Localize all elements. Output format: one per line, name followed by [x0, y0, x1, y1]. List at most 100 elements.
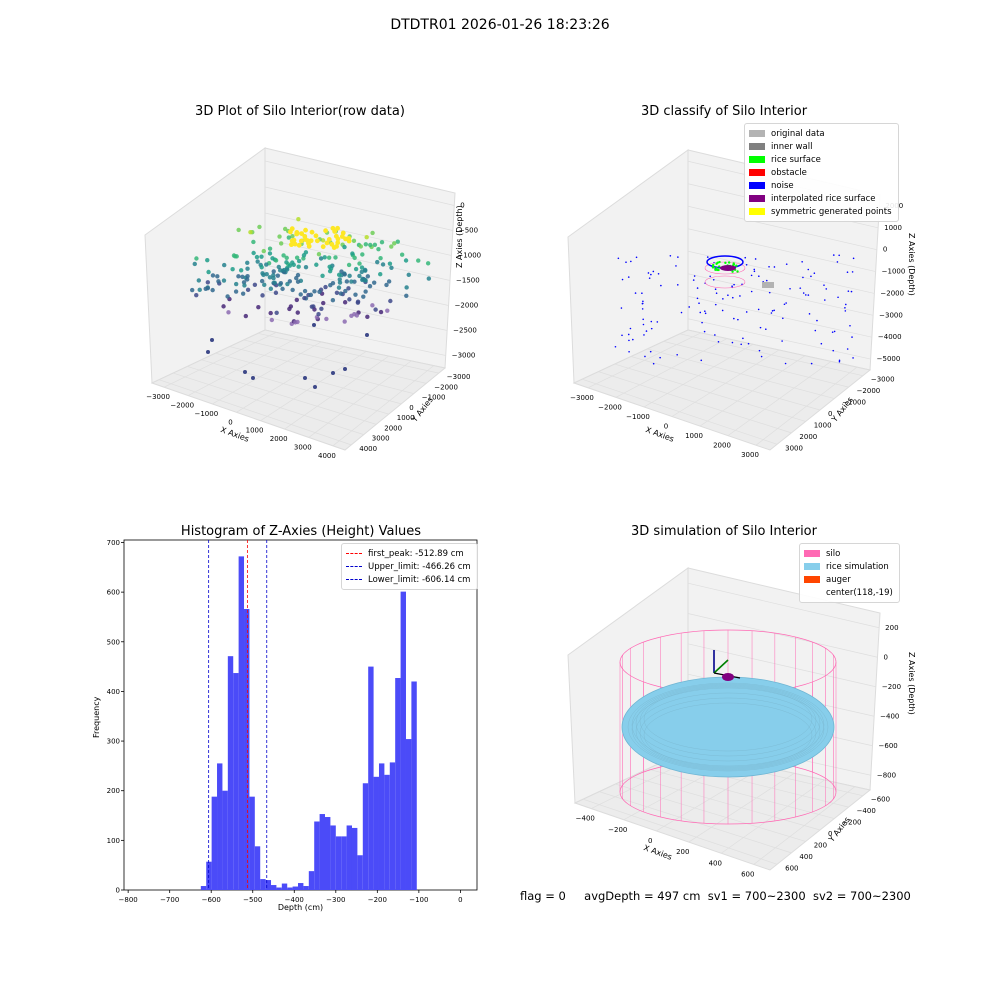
- legend-label: center(118,-19): [826, 587, 893, 598]
- legend-label: first_peak: -512.89 cm: [368, 548, 464, 559]
- legend-swatch: [749, 169, 765, 176]
- histogram-bar: [200, 886, 207, 890]
- histogram-bar: [357, 855, 363, 890]
- x-tick-label: −400: [285, 896, 304, 904]
- legend-label: Upper_limit: -466.26 cm: [368, 561, 471, 572]
- legend-label: interpolated rice surface: [771, 193, 876, 204]
- flag-value: flag = 0: [520, 889, 566, 903]
- histogram-bar: [405, 739, 412, 890]
- y-tick-label: 100: [107, 837, 120, 845]
- legend-entry-symmetric: symmetric generated points: [749, 205, 892, 218]
- legend-swatch: [749, 156, 765, 163]
- histogram-bar: [265, 880, 272, 890]
- simulation-zlabel: Z Axies (Depth): [907, 652, 916, 715]
- y-tick-label: 0: [116, 887, 120, 895]
- histogram-bar: [314, 821, 320, 890]
- legend-entry-noise: noise: [749, 179, 892, 192]
- histogram-frame: [123, 539, 478, 891]
- histogram-bar: [303, 886, 309, 890]
- legend-line: [346, 566, 362, 567]
- legend-label: obstacle: [771, 167, 807, 178]
- histogram-bar: [260, 879, 266, 890]
- x-tick-label: −500: [243, 896, 262, 904]
- x-tick-label: −200: [368, 896, 387, 904]
- x-tick-label: −700: [160, 896, 179, 904]
- histogram-bar: [249, 796, 255, 890]
- histogram-legend: first_peak: -512.89 cm Upper_limit: -466…: [341, 543, 478, 590]
- histogram-xlabel: Depth (cm): [277, 903, 324, 912]
- legend-entry-original-data: original data: [749, 127, 892, 140]
- histogram-bar: [211, 796, 218, 890]
- sv2-value: sv2 = 700~2300: [812, 889, 911, 903]
- histogram-ylabel: Frequency: [92, 696, 101, 738]
- histogram-bar: [298, 883, 304, 890]
- legend-swatch: [804, 576, 820, 583]
- histogram-bar: [411, 681, 417, 890]
- legend-swatch: [749, 143, 765, 150]
- classify-plot-title: 3D classify of Silo Interior: [640, 104, 808, 119]
- legend-swatch: [749, 130, 765, 137]
- histogram-bar: [319, 814, 326, 890]
- legend-line: [346, 579, 362, 580]
- legend-swatch: [749, 208, 765, 215]
- legend-entry-silo: silo: [804, 547, 893, 560]
- legend-label: symmetric generated points: [771, 206, 892, 217]
- simulation-plot-title: 3D simulation of Silo Interior: [631, 524, 817, 539]
- histogram-bar: [244, 609, 250, 890]
- x-tick-label: −300: [326, 896, 345, 904]
- x-tick-label: 0: [458, 896, 462, 904]
- histogram-bar: [373, 776, 379, 890]
- histogram-bar: [362, 783, 369, 890]
- legend-label: inner wall: [771, 141, 813, 152]
- legend-label: auger: [826, 574, 851, 585]
- avg-depth-value: avgDepth = 497 cm: [584, 889, 701, 903]
- legend-label: Lower_limit: -606.14 cm: [368, 574, 471, 585]
- legend-swatch: [804, 563, 820, 570]
- legend-label: noise: [771, 180, 794, 191]
- y-tick-label: 600: [107, 589, 120, 597]
- legend-swatch: [749, 182, 765, 189]
- histogram-bar: [335, 836, 342, 890]
- histogram-bar: [346, 825, 352, 890]
- legend-entry-lower-limit: Lower_limit: -606.14 cm: [346, 573, 471, 586]
- histogram-bar: [308, 871, 315, 890]
- legend-label: rice simulation: [826, 561, 889, 572]
- histogram-bar: [368, 666, 374, 890]
- histogram-bar: [395, 678, 401, 890]
- y-tick-label: 700: [107, 539, 120, 547]
- legend-label: original data: [771, 128, 825, 139]
- legend-entry-first-peak: first_peak: -512.89 cm: [346, 547, 471, 560]
- histogram-bar: [222, 790, 228, 890]
- histogram-bar: [384, 774, 390, 890]
- legend-label: rice surface: [771, 154, 821, 165]
- classify-legend: original data inner wall rice surface ob…: [744, 123, 899, 222]
- sv1-value: sv1 = 700~2300: [707, 889, 806, 903]
- histogram-bar: [330, 825, 336, 890]
- histogram-bar: [325, 817, 331, 890]
- histogram-bar: [378, 763, 385, 890]
- x-tick-label: −800: [119, 896, 138, 904]
- y-tick-label: 200: [107, 787, 120, 795]
- status-line: flag = 0 avgDepth = 497 cm sv1 = 700~230…: [520, 889, 911, 903]
- simulation-legend: silo rice simulation auger center(118,-1…: [799, 543, 900, 603]
- legend-line: [346, 553, 362, 554]
- histogram-bar: [400, 591, 406, 890]
- histogram-bar: [233, 673, 239, 890]
- legend-swatch: [804, 550, 820, 557]
- y-tick-label: 300: [107, 738, 120, 746]
- histogram-bar: [227, 656, 234, 890]
- histogram-bar: [287, 887, 293, 890]
- x-tick-label: −600: [202, 896, 221, 904]
- legend-swatch: [749, 195, 765, 202]
- y-tick-label: 500: [107, 638, 120, 646]
- legend-entry-auger: auger: [804, 573, 893, 586]
- histogram-bar: [281, 883, 288, 890]
- histogram-bar: [217, 763, 223, 890]
- legend-entry-center: center(118,-19): [804, 586, 893, 599]
- x-tick-label: −100: [409, 896, 428, 904]
- figure-title: DTDTR01 2026-01-26 18:23:26: [390, 17, 610, 33]
- histogram-bar: [254, 846, 261, 890]
- histogram-bar: [271, 885, 277, 890]
- histogram-bar: [276, 887, 282, 890]
- histogram-bar: [341, 836, 347, 890]
